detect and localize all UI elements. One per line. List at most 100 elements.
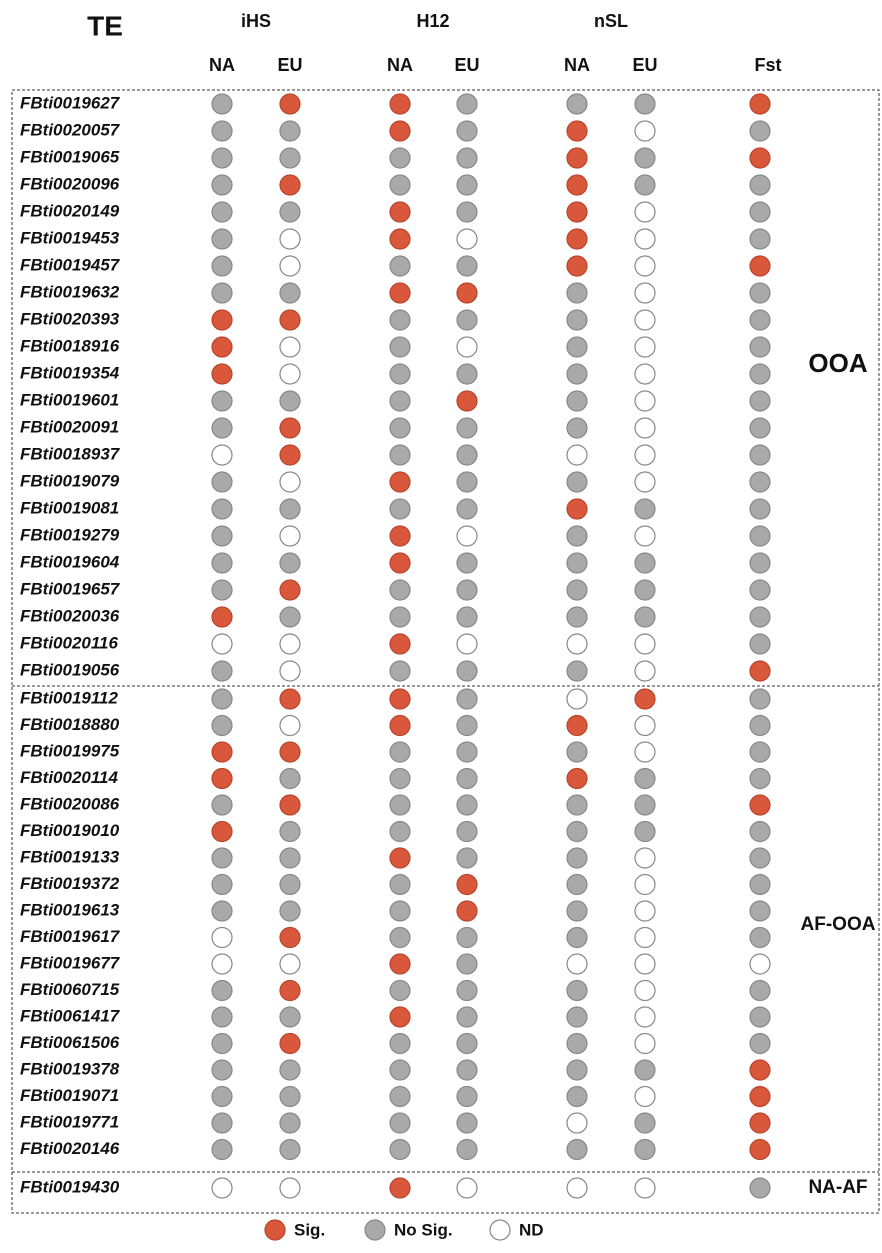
section-label: NA-AF — [808, 1177, 867, 1198]
status-dot — [634, 147, 656, 169]
status-dot — [749, 525, 771, 547]
status-dot — [279, 633, 301, 655]
status-dot — [389, 471, 411, 493]
status-dot — [279, 1032, 301, 1055]
status-dot — [566, 1085, 588, 1108]
te-name: FBti0019975 — [20, 741, 120, 760]
status-dot — [456, 794, 478, 816]
status-dot — [456, 900, 478, 922]
te-name: FBti0061506 — [20, 1033, 120, 1052]
status-dot — [566, 1032, 588, 1055]
te-name: FBti0019677 — [20, 953, 121, 972]
status-dot — [456, 979, 478, 1002]
te-name: FBti0018916 — [20, 336, 120, 355]
te-name: FBti0019457 — [20, 255, 121, 274]
status-dot — [634, 794, 656, 816]
te-name: FBti0020091 — [20, 417, 119, 436]
status-dot — [566, 282, 588, 304]
te-name: FBti0019112 — [20, 688, 119, 707]
te-name: FBti0020393 — [20, 309, 120, 328]
status-dot — [389, 606, 411, 628]
status-dot — [211, 1112, 233, 1134]
status-dot — [279, 1177, 301, 1199]
status-dot — [566, 979, 588, 1002]
te-name: FBti0061417 — [20, 1006, 121, 1025]
status-dot — [279, 525, 301, 547]
te-name: FBti0020036 — [20, 606, 120, 625]
status-dot — [389, 147, 411, 169]
legend-label: No Sig. — [394, 1220, 453, 1239]
status-dot — [389, 1059, 411, 1081]
status-dot — [749, 606, 771, 628]
status-dot — [389, 688, 411, 710]
status-dot — [566, 1006, 588, 1028]
status-dot — [456, 579, 478, 601]
te-name: FBti0020146 — [20, 1139, 120, 1158]
status-dot — [749, 741, 771, 763]
status-dot — [211, 201, 233, 223]
status-dot — [456, 953, 478, 975]
te-name: FBti0019378 — [20, 1059, 120, 1078]
te-name: FBti0019430 — [20, 1177, 120, 1196]
te-name: FBti0018880 — [20, 715, 120, 734]
sub-header: EU — [454, 55, 479, 75]
status-dot — [456, 820, 478, 843]
status-dot — [749, 390, 771, 412]
status-dot — [389, 1177, 411, 1199]
status-dot — [749, 633, 771, 655]
status-dot — [211, 741, 233, 763]
te-name: FBti0019604 — [20, 552, 120, 571]
status-dot — [566, 926, 588, 949]
status-dot — [211, 1059, 233, 1081]
section-label: AF-OOA — [801, 914, 876, 935]
status-dot — [749, 309, 771, 331]
status-dot — [211, 390, 233, 412]
status-dot — [749, 767, 771, 790]
status-dot — [566, 417, 588, 439]
status-dot — [749, 147, 771, 169]
status-dot — [211, 1177, 233, 1199]
status-dot — [566, 93, 588, 115]
status-dot — [389, 1032, 411, 1055]
status-dot — [279, 228, 301, 250]
status-dot — [211, 309, 233, 331]
status-dot — [566, 900, 588, 922]
status-dot — [389, 847, 411, 869]
status-dot — [389, 228, 411, 250]
sub-header: Fst — [755, 55, 782, 75]
status-dot — [389, 390, 411, 412]
status-dot — [456, 606, 478, 628]
status-dot — [279, 201, 301, 223]
status-dot — [456, 363, 478, 385]
status-dot — [749, 1059, 771, 1081]
legend-label: Sig. — [294, 1220, 325, 1239]
status-dot — [749, 174, 771, 196]
status-dot — [279, 255, 301, 277]
status-dot — [456, 120, 478, 142]
status-dot — [279, 741, 301, 763]
status-dot — [634, 1112, 656, 1134]
status-dot — [634, 741, 656, 763]
status-dot — [211, 471, 233, 493]
status-dot — [566, 688, 588, 710]
status-dot — [279, 282, 301, 304]
status-dot — [389, 1112, 411, 1134]
status-dot — [211, 417, 233, 439]
status-dot — [456, 471, 478, 493]
legend-swatch — [264, 1219, 286, 1241]
status-dot — [279, 606, 301, 628]
te-name: FBti0019771 — [20, 1112, 119, 1131]
te-name: FBti0019453 — [20, 228, 120, 247]
legend-swatch — [364, 1219, 386, 1241]
status-dot — [389, 201, 411, 223]
status-dot — [389, 336, 411, 358]
status-dot — [634, 120, 656, 142]
status-dot — [634, 417, 656, 439]
status-dot — [749, 688, 771, 710]
status-dot — [566, 606, 588, 628]
status-dot — [211, 767, 233, 790]
status-dot — [211, 552, 233, 574]
status-dot — [389, 794, 411, 816]
status-dot — [279, 847, 301, 869]
